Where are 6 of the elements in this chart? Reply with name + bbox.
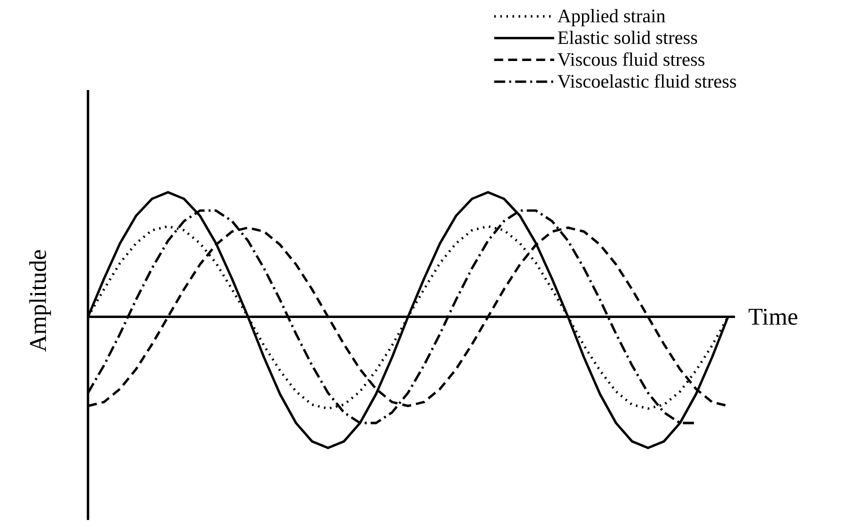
legend-label: Viscous fluid stress [558, 52, 704, 66]
legend-label: Applied strain [558, 9, 666, 26]
legend-label: Viscoelastic fluid stress [558, 74, 736, 88]
y-axis-title: Amplitude [29, 250, 51, 352]
legend-label: Elastic solid stress [558, 30, 698, 44]
x-axis-title: Time [748, 308, 798, 325]
